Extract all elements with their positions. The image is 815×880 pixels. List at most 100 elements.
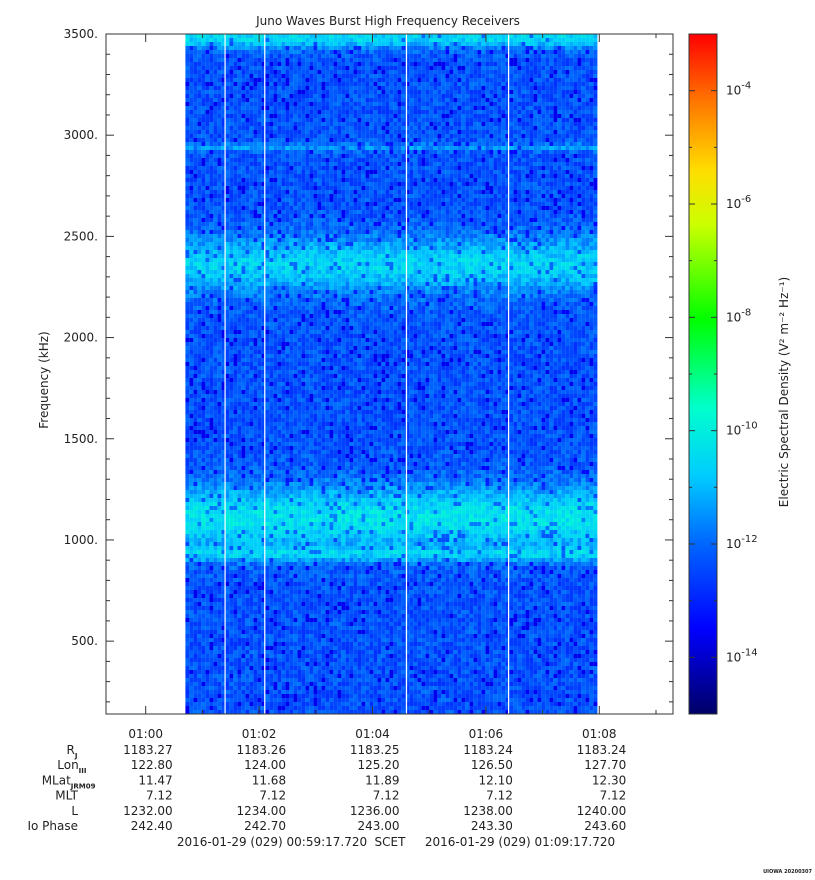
spectrogram-cell — [393, 102, 397, 106]
spectrogram-cell — [381, 50, 385, 54]
spectrogram-cell — [241, 78, 245, 82]
spectrogram-cell — [185, 78, 189, 82]
spectrogram-cell — [309, 194, 313, 198]
spectrogram-cell — [253, 166, 257, 170]
spectrogram-cell — [393, 138, 397, 142]
spectrogram-cell — [489, 130, 493, 134]
spectrogram-cell — [313, 62, 317, 66]
spectrogram-cell — [225, 166, 229, 170]
spectrogram-cell — [377, 86, 381, 90]
spectrogram-cell — [269, 58, 273, 62]
spectrogram-cell — [189, 222, 193, 226]
spectrogram-cell — [437, 118, 441, 122]
spectrogram-cell — [337, 154, 341, 158]
spectrogram-cell — [485, 166, 489, 170]
spectrogram-cell — [265, 90, 269, 94]
spectrogram-cell — [445, 90, 449, 94]
spectrogram-cell — [497, 178, 501, 182]
spectrogram-cell — [345, 126, 349, 130]
spectrogram-cell — [437, 86, 441, 90]
spectrogram-cell — [449, 90, 453, 94]
spectrogram-cell — [305, 46, 309, 50]
spectrogram-cell — [241, 86, 245, 90]
spectrogram-cell — [525, 110, 529, 114]
spectrogram-cell — [289, 106, 293, 110]
spectrogram-cell — [381, 66, 385, 70]
spectrogram-cell — [453, 134, 457, 138]
spectrogram-cell — [461, 54, 465, 58]
spectrogram-cell — [225, 90, 229, 94]
spectrogram-cell — [365, 218, 369, 222]
spectrogram-cell — [185, 46, 189, 50]
spectrogram-cell — [385, 122, 389, 126]
spectrogram-cell — [593, 134, 597, 138]
spectrogram-cell — [549, 78, 553, 82]
spectrogram-cell — [421, 162, 425, 166]
spectrogram-cell — [581, 154, 585, 158]
spectrogram-cell — [381, 182, 385, 186]
spectrogram-cell — [525, 170, 529, 174]
spectrogram-cell — [489, 102, 493, 106]
spectrogram-cell — [377, 66, 381, 70]
spectrogram-cell — [445, 46, 449, 50]
spectrogram-cell — [509, 138, 513, 142]
spectrogram-cell — [225, 186, 229, 190]
spectrogram-cell — [345, 46, 349, 50]
spectrogram-cell — [429, 38, 433, 42]
spectrogram-cell — [333, 82, 337, 86]
spectrogram-cell — [361, 42, 365, 46]
spectrogram-cell — [493, 34, 497, 38]
spectrogram-cell — [541, 146, 545, 150]
spectrogram-cell — [353, 190, 357, 194]
spectrogram-cell — [481, 222, 485, 226]
spectrogram-cell — [585, 70, 589, 74]
spectrogram-cell — [297, 206, 301, 210]
spectrogram-cell — [305, 126, 309, 130]
spectrogram-cell — [593, 82, 597, 86]
spectrogram-cell — [185, 130, 189, 134]
spectrogram-cell — [213, 198, 217, 202]
spectrogram-cell — [493, 182, 497, 186]
spectrogram-cell — [345, 202, 349, 206]
spectrogram-cell — [497, 150, 501, 154]
spectrogram-cell — [273, 210, 277, 214]
spectrogram-cell — [357, 194, 361, 198]
spectrogram-cell — [361, 206, 365, 210]
spectrogram-cell — [573, 98, 577, 102]
spectrogram-cell — [361, 114, 365, 118]
spectrogram-cell — [593, 106, 597, 110]
spectrogram-cell — [253, 54, 257, 58]
spectrogram-cell — [413, 46, 417, 50]
spectrogram-cell — [537, 190, 541, 194]
spectrogram-cell — [477, 122, 481, 126]
spectrogram-cell — [325, 222, 329, 226]
spectrogram-cell — [533, 78, 537, 82]
spectrogram-cell — [285, 54, 289, 58]
spectrogram-cell — [453, 170, 457, 174]
spectrogram-cell — [205, 214, 209, 218]
spectrogram-cell — [237, 202, 241, 206]
spectrogram-cell — [441, 122, 445, 126]
spectrogram-cell — [481, 90, 485, 94]
spectrogram-cell — [373, 58, 377, 62]
spectrogram-cell — [345, 206, 349, 210]
spectrogram-cell — [197, 46, 201, 50]
spectrogram-cell — [301, 198, 305, 202]
spectrogram-cell — [521, 102, 525, 106]
spectrogram-cell — [557, 62, 561, 66]
spectrogram-cell — [441, 98, 445, 102]
spectrogram-cell — [513, 62, 517, 66]
spectrogram-cell — [225, 162, 229, 166]
spectrogram-cell — [537, 62, 541, 66]
spectrogram-cell — [309, 38, 313, 42]
spectrogram-cell — [569, 218, 573, 222]
spectrogram-cell — [461, 102, 465, 106]
spectrogram-cell — [373, 66, 377, 70]
spectrogram-cell — [245, 38, 249, 42]
spectrogram-cell — [305, 54, 309, 58]
spectrogram-cell — [517, 58, 521, 62]
spectrogram-cell — [229, 86, 233, 90]
spectrogram-cell — [201, 114, 205, 118]
spectrogram-cell — [473, 194, 477, 198]
spectrogram-cell — [577, 154, 581, 158]
